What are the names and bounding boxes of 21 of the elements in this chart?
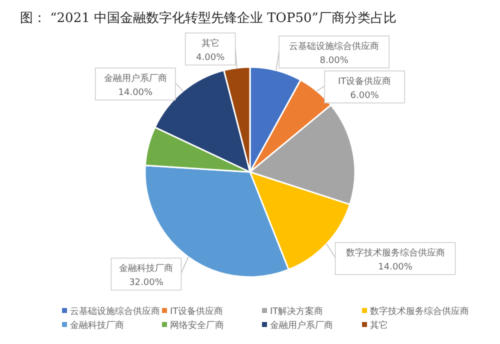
legend-label: IT解决方案商 [270,306,324,317]
legend-label: 金融用户系厂商 [270,320,333,331]
slice-label: 金融科技厂商 [119,263,174,274]
data-label: 14.00% [378,262,413,273]
data-label: 8.00% [320,56,349,66]
legend-label: 数字技术服务综合供应商 [370,306,469,317]
slice-label: 金融用户系厂商 [104,72,167,84]
slice-label: IT设备供应商 [338,76,392,87]
legend-label: IT设备供应商 [170,306,224,317]
legend-label: 云基础设施综合供应商 [70,306,160,317]
chart-title: 图： “2021 中国金融数字化转型先锋企业 TOP50”厂商分类占比 [20,10,396,26]
slice-label: 云基础设施综合供应商 [289,40,380,52]
legend-label: 网络安全厂商 [170,320,224,331]
legend-label: 金融科技厂商 [70,320,124,331]
data-label: 14.00% [118,88,154,98]
data-label: 32.00% [129,278,164,288]
legend-label: 其它 [370,320,388,331]
slice-label: 数字技术服务综合供应商 [346,248,445,259]
data-label: 4.00% [196,52,226,63]
data-label: 6.00% [350,90,380,101]
slice-label: 其它 [201,38,220,49]
